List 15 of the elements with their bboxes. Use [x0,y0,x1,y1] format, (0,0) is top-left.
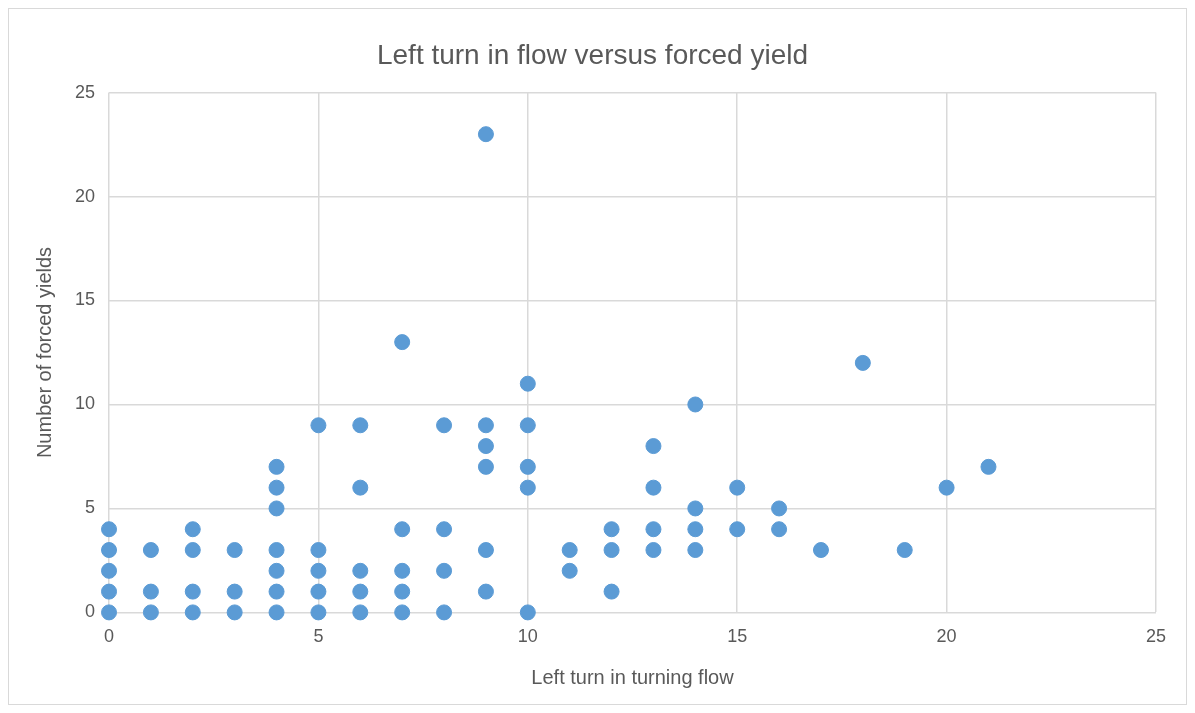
y-tick-label: 0 [85,601,96,622]
x-tick-label: 10 [517,626,538,647]
chart-title: Left turn in flow versus forced yield [376,38,809,70]
y-tick-label: 15 [74,289,96,310]
x-axis-title: Left turn in turning flow [531,665,735,688]
y-tick-label: 5 [85,497,96,518]
y-tick-label: 10 [74,393,96,414]
x-tick-label: 0 [104,626,115,647]
x-tick-label: 25 [1145,626,1167,647]
y-tick-label: 25 [74,81,96,102]
x-tick-label: 5 [313,626,324,647]
y-tick-label: 20 [74,185,96,206]
y-axis-title: Number of forced yields [32,246,55,459]
x-tick-label: 15 [727,626,748,647]
x-tick-label: 20 [936,626,957,647]
